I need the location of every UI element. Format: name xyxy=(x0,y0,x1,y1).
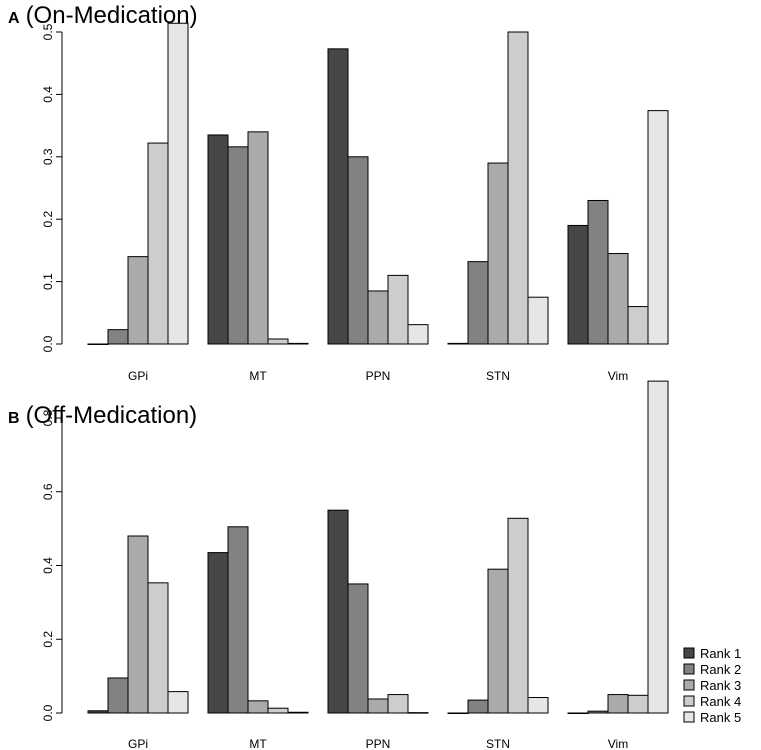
panel-a-bar xyxy=(647,110,669,345)
panel-a-category-label: Vim xyxy=(608,369,628,383)
panel-a-bar xyxy=(127,256,149,345)
panel-b-legend-swatch xyxy=(683,695,695,707)
panel-b-bar xyxy=(167,691,189,714)
panel-a-y-tick-label: 0.0 xyxy=(41,335,55,352)
panel-a-bar xyxy=(447,342,469,345)
panel-a-y-tick-label: 0.3 xyxy=(41,148,55,165)
panel-a-bar xyxy=(147,142,169,345)
panel-b-bar xyxy=(207,552,229,714)
panel-b-bar xyxy=(327,509,349,714)
panel-a-bar xyxy=(347,156,369,345)
panel-a-bar xyxy=(167,22,189,345)
panel-a-bar xyxy=(527,296,549,345)
panel-b-bar xyxy=(647,380,669,714)
panel-b-letter: B xyxy=(8,410,20,427)
panel-b-bar xyxy=(87,710,109,714)
panel-a-bar xyxy=(507,31,529,345)
panel-b-bar xyxy=(607,694,629,714)
panel-b-legend-label: Rank 3 xyxy=(700,678,741,693)
panel-a-y-tick-label: 0.2 xyxy=(41,211,55,228)
panel-b-legend-label: Rank 4 xyxy=(700,694,741,709)
panel-a-category-label: MT xyxy=(249,369,267,383)
panel-b-bar xyxy=(587,710,609,714)
panel-b-bar xyxy=(147,582,169,714)
panel-a-bar xyxy=(327,48,349,345)
panel-b-title: B (Off-Medication) xyxy=(8,402,197,433)
panel-b-category-label: Vim xyxy=(608,737,628,750)
panel-b-bar xyxy=(467,699,489,714)
panel-a-bar xyxy=(267,338,289,345)
panel-b-bar xyxy=(107,677,129,714)
panel-a-y-tick-label: 0.5 xyxy=(41,23,55,40)
panel-b-y-tick-label: 0.4 xyxy=(41,557,55,574)
panel-b-bar xyxy=(487,568,509,714)
panel-b-bar xyxy=(267,707,289,714)
panel-a-bar xyxy=(587,199,609,345)
panel-b-category-label: STN xyxy=(486,737,510,750)
panel-b-category-label: GPi xyxy=(128,737,148,750)
panel-a-bar xyxy=(407,324,429,345)
panel-a-bar xyxy=(627,306,649,345)
panel-b-bar xyxy=(287,711,309,714)
panel-b-bar xyxy=(527,697,549,714)
panel-b-legend-label: Rank 5 xyxy=(700,710,741,725)
panel-b-title-text: (Off-Medication) xyxy=(25,402,198,429)
panel-a-bar xyxy=(87,343,109,345)
panel-b-y-tick-label: 0.2 xyxy=(41,631,55,648)
panel-b-bar xyxy=(407,712,429,714)
panel-a-bar xyxy=(247,131,269,345)
panel-b-bar xyxy=(567,712,589,714)
panel-b-y-tick-label: 0.0 xyxy=(41,704,55,721)
panel-a-letter: A xyxy=(8,10,20,27)
panel-b-legend-label: Rank 1 xyxy=(700,646,741,661)
panel-b-bar xyxy=(347,583,369,714)
panel-b-bar xyxy=(227,526,249,714)
panel-b-legend-swatch xyxy=(683,679,695,691)
panel-b-y-tick-label: 0.6 xyxy=(41,483,55,500)
panel-b-bar xyxy=(507,517,529,714)
panel-a-category-label: PPN xyxy=(366,369,391,383)
panel-b-legend-swatch xyxy=(683,663,695,675)
panel-a-bar xyxy=(487,162,509,345)
panel-b-y-tick-label: 0.8 xyxy=(41,409,55,426)
panel-b-bar xyxy=(247,700,269,714)
panel-a-bar xyxy=(207,134,229,345)
panel-a-bar xyxy=(367,290,389,345)
panel-a-category-label: STN xyxy=(486,369,510,383)
panel-a-y-tick-label: 0.4 xyxy=(41,86,55,103)
panel-a-bar xyxy=(467,261,489,345)
panel-a-bar xyxy=(107,329,129,345)
panel-b-legend-swatch xyxy=(683,711,695,723)
panel-b-category-label: MT xyxy=(249,737,267,750)
panel-a-category-label: GPi xyxy=(128,369,148,383)
panel-b-legend-swatch xyxy=(683,647,695,659)
panel-b-bar xyxy=(627,694,649,714)
panel-a-bar xyxy=(387,274,409,345)
panel-b-bar xyxy=(367,698,389,714)
panel-a-y-tick-label: 0.1 xyxy=(41,273,55,290)
panel-a-bar xyxy=(567,224,589,345)
panel-b-legend-label: Rank 2 xyxy=(700,662,741,677)
panel-a-bar xyxy=(227,146,249,345)
panel-b-category-label: PPN xyxy=(366,737,391,750)
panel-b-bar xyxy=(127,535,149,714)
panel-b-bar xyxy=(387,694,409,714)
panel-a-bar xyxy=(607,253,629,345)
panel-b-bar xyxy=(447,712,469,714)
panel-a-bar xyxy=(287,342,309,345)
